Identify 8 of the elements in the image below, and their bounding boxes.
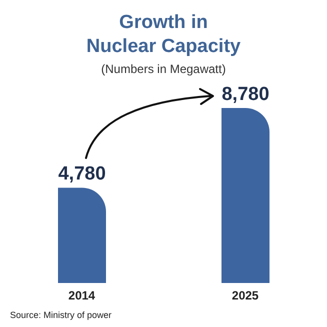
- x-tick-label: 2025: [232, 288, 259, 303]
- data-label: 4,780: [58, 164, 106, 185]
- source-note: Source: Ministry of power: [10, 310, 112, 320]
- chart-title: Growth in: [118, 12, 209, 34]
- y-axis-title: (Numbers in Megawatt): [100, 62, 227, 76]
- data-label: 8,780: [222, 84, 270, 105]
- x-tick-label: 2014: [68, 288, 96, 303]
- chart-subtitle: Nuclear Capacity: [85, 36, 242, 58]
